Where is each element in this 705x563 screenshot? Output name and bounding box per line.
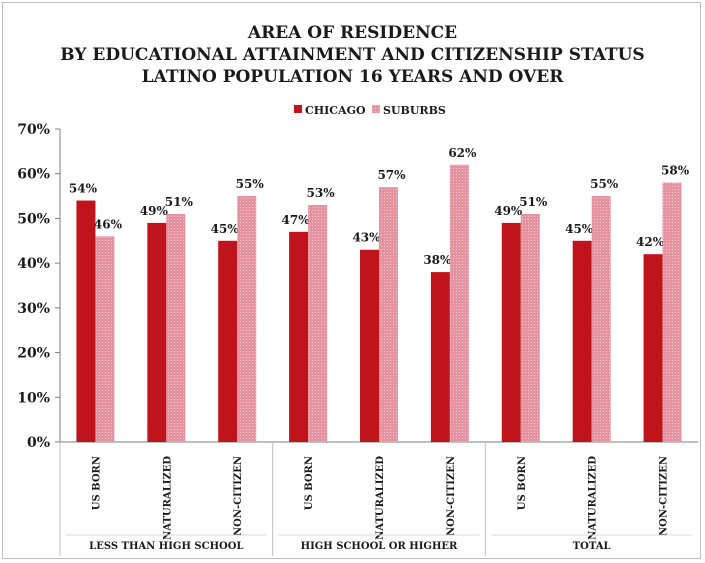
x-tick-label: NON-CITIZEN	[233, 456, 244, 536]
bars: 54%46%49%51%45%55%47%53%43%57%38%62%49%5…	[69, 146, 690, 442]
y-tick-label: 30%	[17, 301, 50, 317]
bar-chicago	[644, 254, 663, 442]
bar-suburbs	[592, 196, 611, 442]
data-label: 45%	[565, 222, 594, 236]
x-tick-label: NATURALIZED	[375, 456, 386, 540]
data-label: 45%	[211, 222, 240, 236]
y-tick-label: 40%	[17, 256, 50, 272]
data-label: 38%	[423, 253, 452, 267]
x-tick-label: US BORN	[304, 456, 315, 510]
y-tick-label: 50%	[17, 211, 50, 227]
y-tick-label: 20%	[17, 346, 50, 362]
legend-swatch-suburbs	[372, 105, 380, 113]
x-tick-label: NATURALIZED	[162, 456, 173, 540]
legend-swatch-chicago	[294, 105, 302, 113]
data-label: 46%	[94, 217, 123, 231]
data-label: 51%	[165, 195, 194, 209]
bar-suburbs	[95, 236, 114, 442]
y-tick-label: 60%	[17, 167, 50, 183]
group-label: HIGH SCHOOL OR HIGHER	[301, 541, 458, 552]
y-tick-label: 10%	[17, 390, 50, 406]
bar-suburbs	[663, 183, 682, 442]
data-label: 58%	[661, 164, 690, 178]
legend-label-chicago: CHICAGO	[305, 104, 366, 117]
bar-chicago	[289, 232, 308, 442]
bar-chicago	[218, 241, 237, 442]
bar-suburbs	[308, 205, 327, 442]
data-label: 55%	[236, 177, 265, 191]
data-label: 55%	[590, 177, 619, 191]
group-label: LESS THAN HIGH SCHOOL	[89, 541, 243, 552]
data-label: 47%	[282, 213, 311, 227]
y-tick-label: 70%	[17, 122, 50, 138]
bar-suburbs	[521, 214, 540, 442]
bar-suburbs	[166, 214, 185, 442]
bar-chicago	[76, 201, 95, 442]
x-tick-label: US BORN	[517, 456, 528, 510]
bar-suburbs	[450, 165, 469, 442]
bar-suburbs	[237, 196, 256, 442]
x-tick-label: NON-CITIZEN	[659, 456, 670, 536]
data-label: 51%	[519, 195, 548, 209]
data-label: 53%	[307, 186, 336, 200]
legend-label-suburbs: SUBURBS	[383, 104, 446, 117]
bar-chicago	[431, 272, 450, 442]
x-tick-label: NATURALIZED	[588, 456, 599, 540]
bar-chicago	[360, 250, 379, 442]
x-tick-label: US BORN	[91, 456, 102, 510]
data-label: 54%	[69, 182, 98, 196]
x-tick-label: NON-CITIZEN	[446, 456, 457, 536]
legend: CHICAGO SUBURBS	[294, 104, 446, 117]
y-tick-label: 0%	[27, 435, 50, 451]
bar-chicago	[147, 223, 166, 442]
group-label: TOTAL	[573, 541, 611, 552]
data-label: 42%	[636, 235, 665, 249]
data-label: 57%	[377, 168, 406, 182]
bar-chicago	[502, 223, 521, 442]
bar-suburbs	[379, 187, 398, 442]
bar-chicago	[573, 241, 592, 442]
data-label: 62%	[448, 146, 477, 160]
data-label: 43%	[352, 231, 381, 245]
